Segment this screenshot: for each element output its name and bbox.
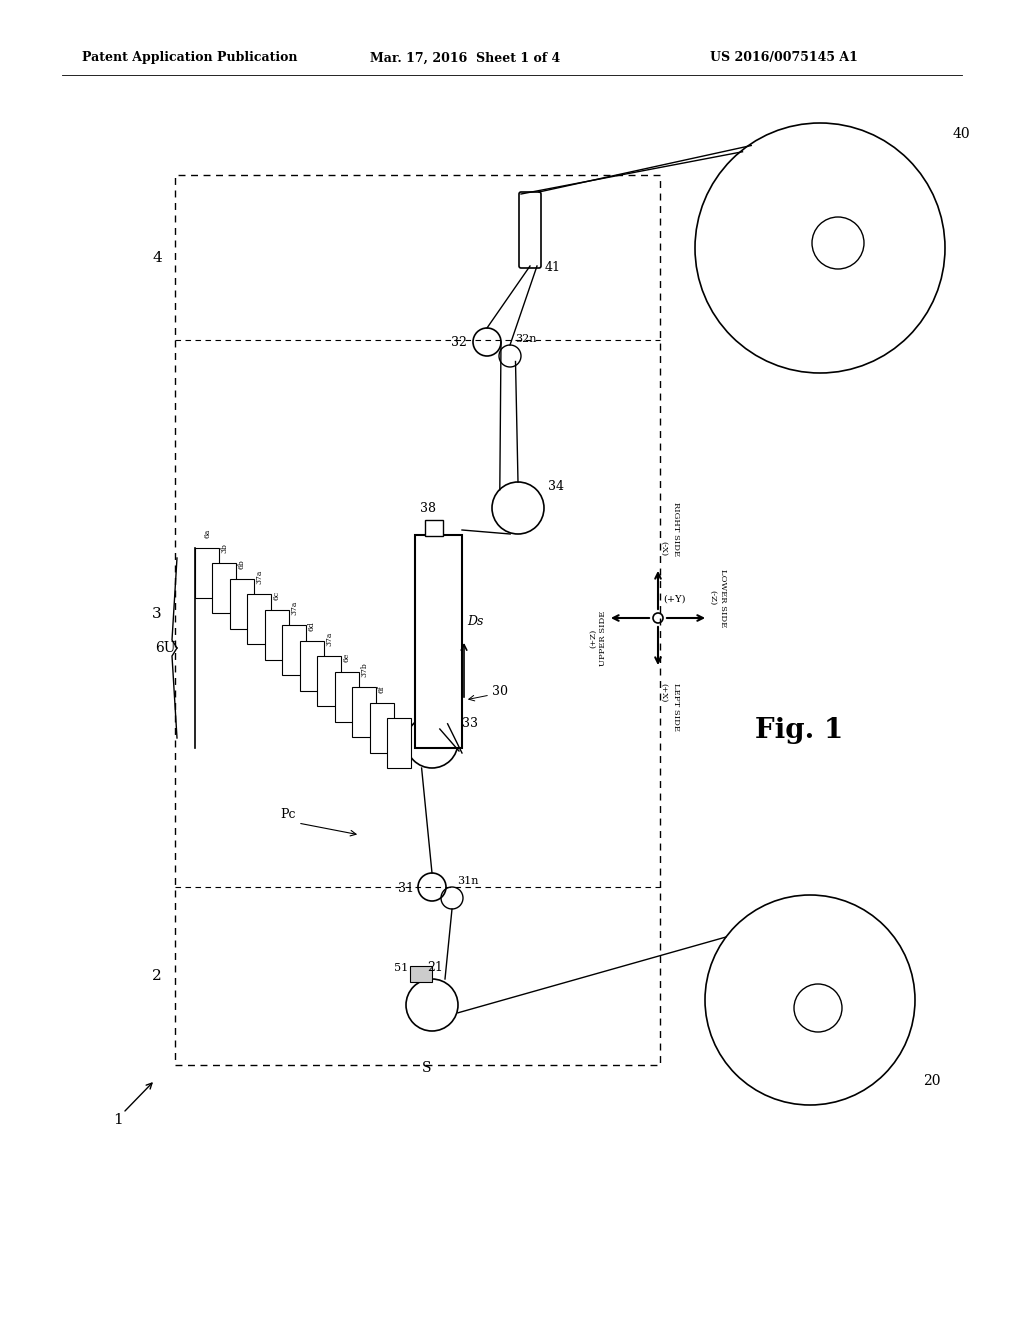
Text: RIGHT SIDE: RIGHT SIDE <box>672 502 680 556</box>
Bar <box>425 520 443 536</box>
Text: Ds: Ds <box>467 615 483 628</box>
Text: 20: 20 <box>923 1074 940 1088</box>
Text: S: S <box>422 1061 432 1074</box>
Text: 6f: 6f <box>378 685 386 693</box>
Bar <box>195 548 219 598</box>
Text: 40: 40 <box>953 127 971 141</box>
FancyBboxPatch shape <box>519 191 541 268</box>
Bar <box>230 579 254 628</box>
Bar <box>248 594 271 644</box>
Text: 34: 34 <box>548 480 564 492</box>
Text: 32: 32 <box>451 337 467 348</box>
Text: Patent Application Publication: Patent Application Publication <box>82 51 298 65</box>
Text: (+X): (+X) <box>660 682 668 702</box>
Text: 6d: 6d <box>308 620 315 631</box>
Bar <box>387 718 411 768</box>
Text: Mar. 17, 2016  Sheet 1 of 4: Mar. 17, 2016 Sheet 1 of 4 <box>370 51 560 65</box>
Text: 6U: 6U <box>155 642 175 655</box>
Text: 51: 51 <box>394 964 409 973</box>
Bar <box>335 672 358 722</box>
Text: 31n: 31n <box>457 876 478 886</box>
Text: 30: 30 <box>492 685 508 698</box>
Text: US 2016/0075145 A1: US 2016/0075145 A1 <box>710 51 858 65</box>
Text: 37a: 37a <box>255 570 263 585</box>
Bar <box>283 626 306 676</box>
Text: LOWER SIDE: LOWER SIDE <box>719 569 727 627</box>
Text: 6b: 6b <box>238 560 246 569</box>
Text: 38: 38 <box>420 502 436 515</box>
Text: 32n: 32n <box>515 334 537 345</box>
Text: LEFT SIDE: LEFT SIDE <box>672 682 680 731</box>
Text: (+Y): (+Y) <box>663 595 685 605</box>
Bar <box>212 564 237 614</box>
Text: (+Z): (+Z) <box>589 628 597 648</box>
Text: 6a: 6a <box>203 528 211 539</box>
Text: 4: 4 <box>153 251 162 264</box>
Bar <box>370 702 393 752</box>
Text: Fig. 1: Fig. 1 <box>755 717 843 743</box>
Bar <box>265 610 289 660</box>
Text: 1: 1 <box>113 1113 123 1127</box>
Text: 6c: 6c <box>272 590 281 599</box>
Text: 2: 2 <box>153 969 162 983</box>
Bar <box>352 688 376 737</box>
Text: 21: 21 <box>427 961 442 974</box>
Text: 41: 41 <box>545 261 561 275</box>
Text: (-Z): (-Z) <box>709 590 717 606</box>
Text: 33: 33 <box>462 717 478 730</box>
Bar <box>415 535 462 748</box>
Bar <box>410 966 432 982</box>
Bar <box>175 176 660 1065</box>
Text: UPPER SIDE: UPPER SIDE <box>599 610 607 665</box>
Text: 37a: 37a <box>290 601 298 615</box>
Text: 3b: 3b <box>220 544 228 553</box>
Bar <box>317 656 341 706</box>
Bar <box>300 640 324 690</box>
Text: 37b: 37b <box>360 663 368 677</box>
Text: 31: 31 <box>398 882 414 895</box>
Text: 37a: 37a <box>326 632 333 647</box>
Text: (-X): (-X) <box>660 541 668 556</box>
Text: Pc: Pc <box>280 808 296 821</box>
Text: 6e: 6e <box>343 652 350 661</box>
Text: 3: 3 <box>153 606 162 620</box>
